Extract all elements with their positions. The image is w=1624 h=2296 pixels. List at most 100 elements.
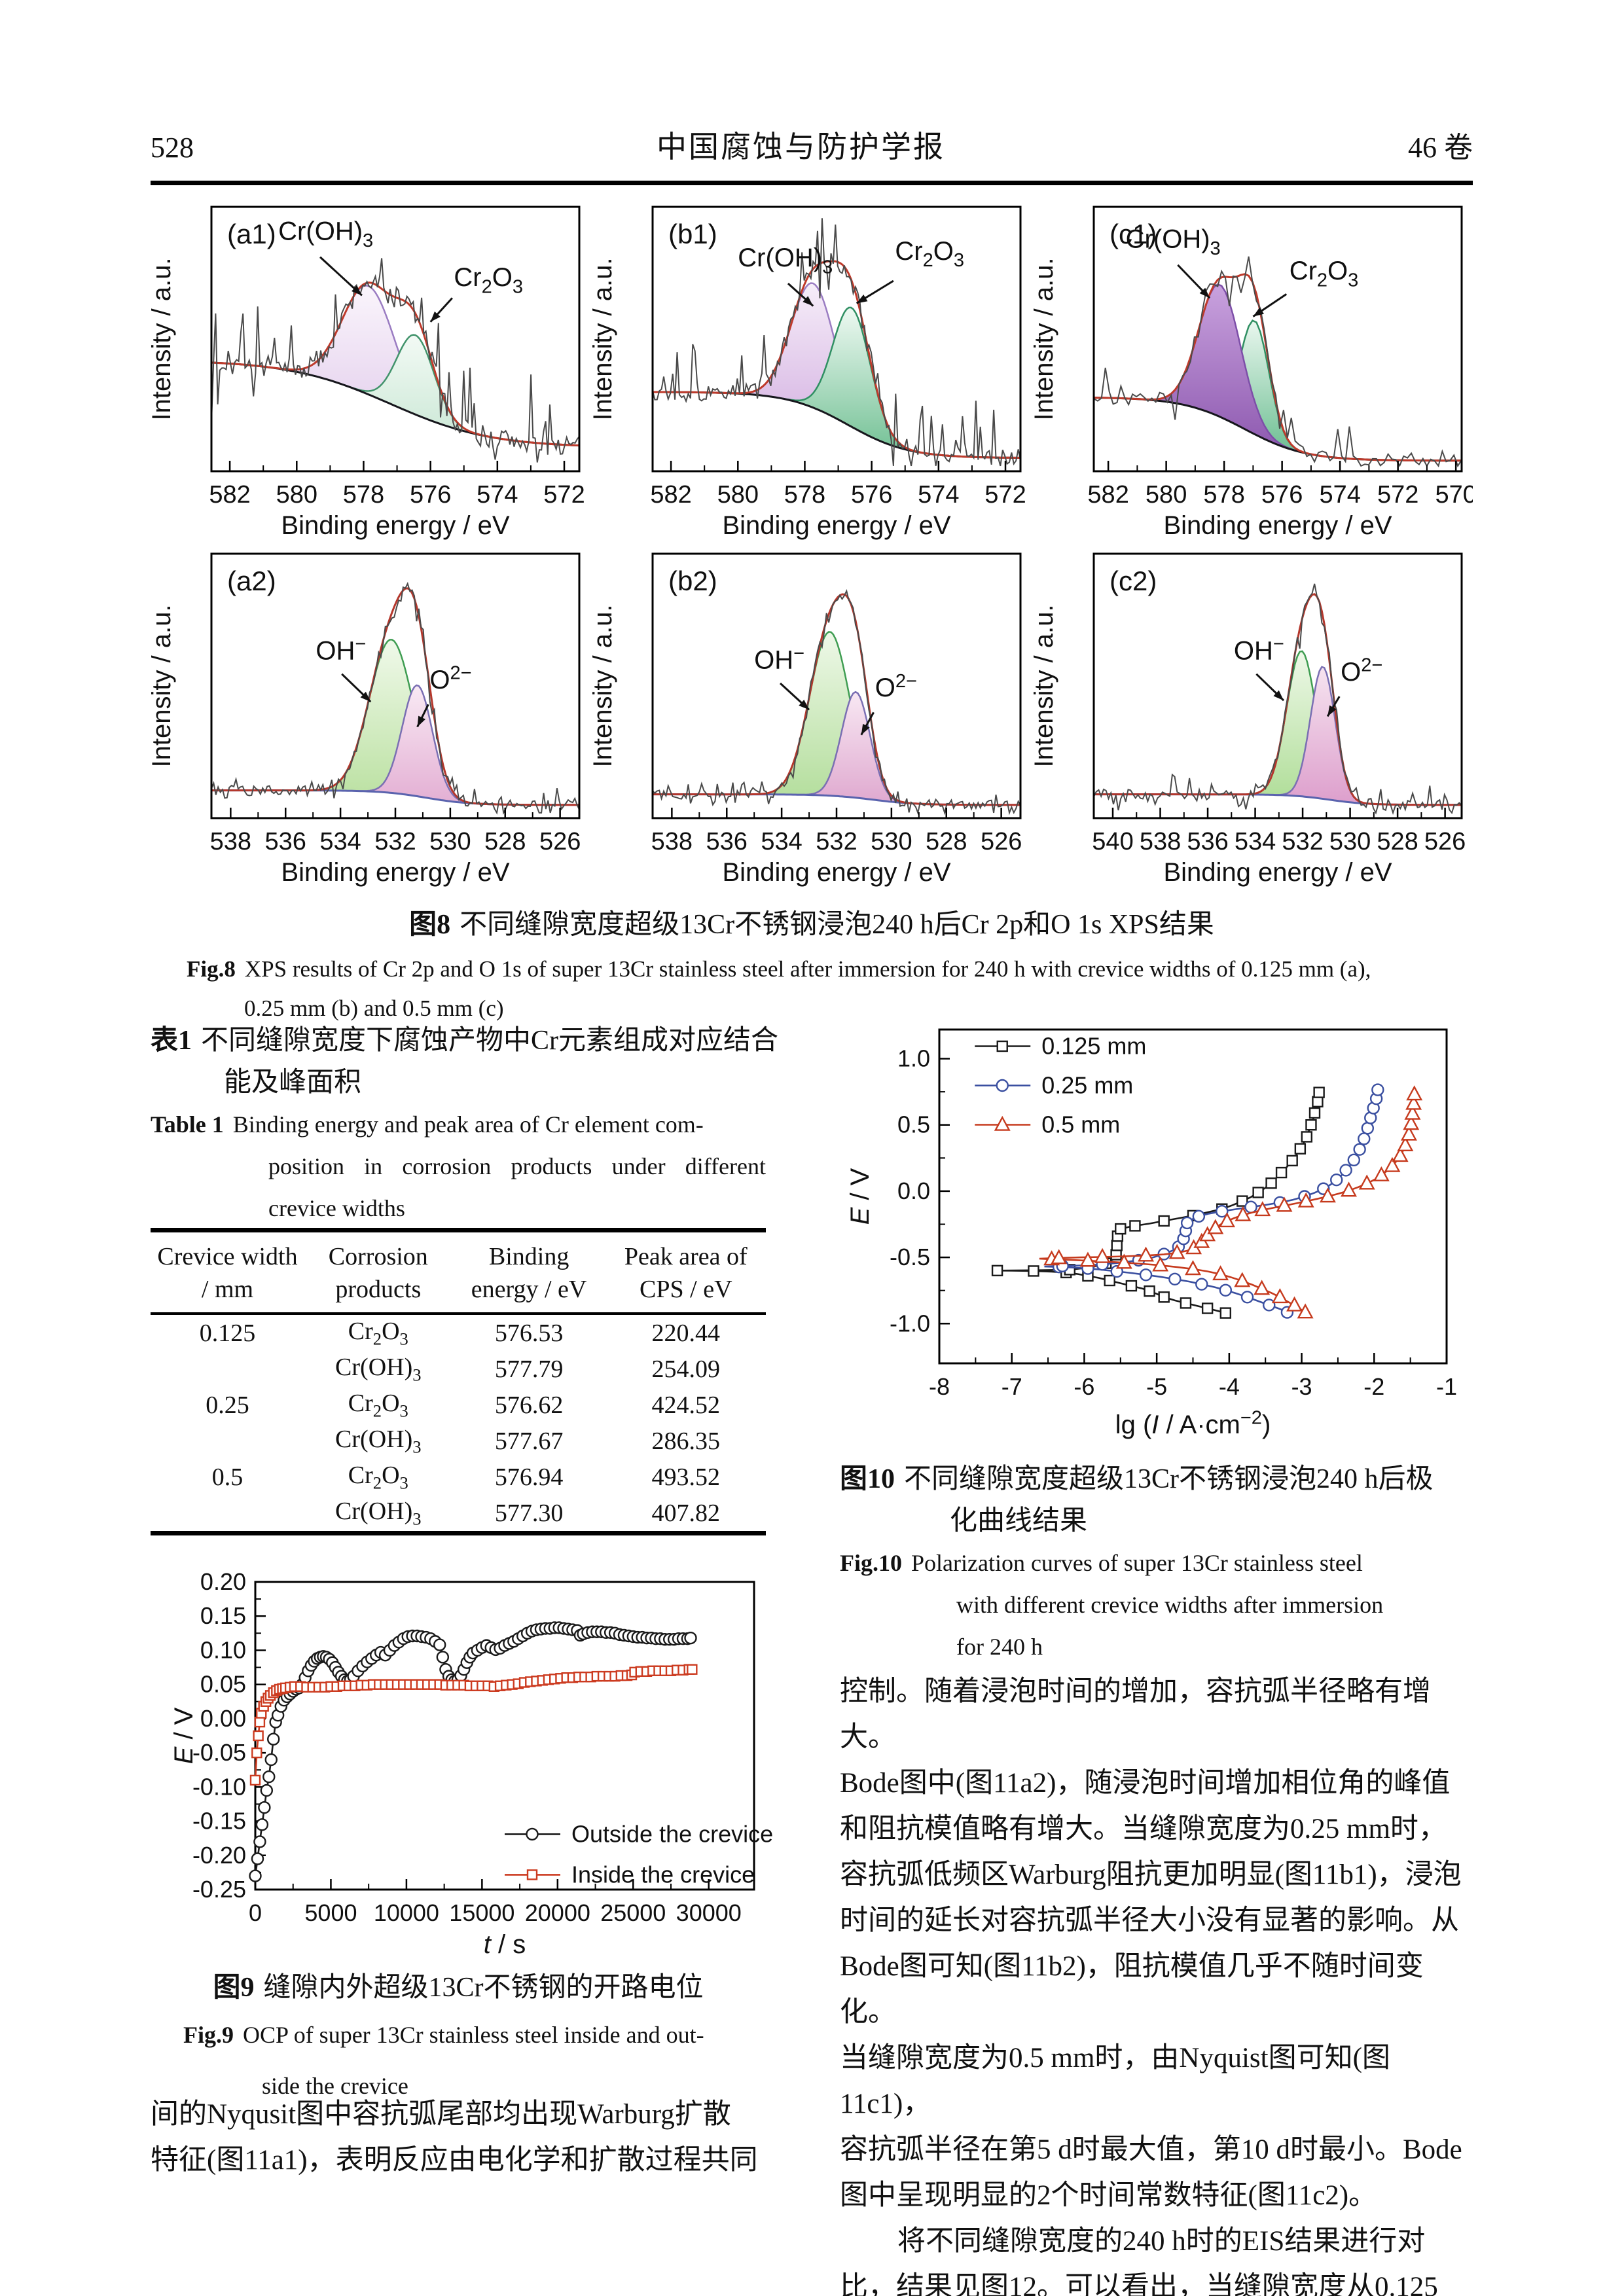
svg-text:Outside the crevice: Outside the crevice — [571, 1820, 773, 1847]
figure8-caption-cn: 图8 不同缝隙宽度超级13Cr不锈钢浸泡240 h后Cr 2p和O 1s XPS结… — [409, 910, 1214, 940]
svg-text:-8: -8 — [929, 1373, 950, 1400]
right-paragraph-1: 控制。随着浸泡时间的增加，容抗弧半径略有增大。 Bode图中(图11a2)，随浸泡… — [840, 1676, 1462, 2211]
svg-text:15000: 15000 — [449, 1899, 514, 1926]
table1-header-row: Crevice width / mm Corrosion products Bind… — [151, 1230, 766, 1315]
svg-text:582: 582 — [1087, 481, 1128, 509]
svg-text:(c2): (c2) — [1110, 565, 1157, 596]
figure9-caption-en: Fig.9 OCP of super 13Cr stainless steel i… — [183, 2022, 704, 2048]
table1-header-corrosion-products: Corrosion products — [304, 1230, 452, 1315]
svg-text:580: 580 — [1146, 481, 1187, 509]
svg-text:OH−: OH− — [316, 634, 366, 665]
svg-text:(c1): (c1) — [1110, 219, 1157, 249]
figure8-caption: 图8 不同缝隙宽度超级13Cr不锈钢浸泡240 h后Cr 2p和O 1s XPS结… — [151, 902, 1473, 1022]
svg-text:0.15: 0.15 — [200, 1602, 246, 1629]
svg-text:528: 528 — [926, 828, 967, 855]
svg-text:30000: 30000 — [676, 1899, 742, 1926]
figure10-polarization-chart: -8 -7 -6 -5 -4 -3 -2 -1 -1.0 -0.5 0.0 0.5 1.0 0.125 m… — [840, 1013, 1475, 1448]
svg-text:Binding energy / eV: Binding energy / eV — [722, 858, 950, 887]
fig8-panel-a2: 538 536 534 532 530 528 526 Binding energy / eV… — [147, 545, 590, 891]
svg-text:580: 580 — [276, 481, 317, 509]
svg-text:-5: -5 — [1146, 1373, 1167, 1400]
page-number: 528 — [151, 132, 194, 164]
svg-text:OH−: OH− — [754, 643, 804, 674]
svg-text:578: 578 — [784, 481, 825, 509]
svg-text:0: 0 — [249, 1899, 262, 1926]
table1-row: Cr(OH)3 577.79 254.09 — [335, 1353, 721, 1385]
fig8-panel-c1: 582 580 578 576 574 572 570 Binding energy / eV… — [1030, 198, 1477, 545]
figure10-label-cn: 图10 — [840, 1464, 895, 1494]
svg-text:Cr2O3: Cr2O3 — [1290, 257, 1359, 291]
page-header: 528 中国腐蚀与防护学报 46 卷 — [151, 123, 1473, 166]
svg-text:(a2): (a2) — [227, 565, 276, 596]
svg-text:580: 580 — [717, 481, 759, 509]
svg-text:534: 534 — [761, 828, 802, 855]
svg-text:-3: -3 — [1291, 1373, 1312, 1400]
svg-text:20000: 20000 — [525, 1899, 590, 1926]
svg-text:Cr2O3: Cr2O3 — [454, 263, 523, 297]
svg-text:Binding energy / eV: Binding energy / eV — [281, 858, 509, 887]
table1-row: Cr(OH)3 577.67 286.35 — [335, 1425, 721, 1457]
svg-text:Binding energy / eV: Binding energy / eV — [281, 511, 509, 540]
header-rule — [151, 181, 1473, 185]
table1-header-crevice-width: Crevice width / mm — [151, 1230, 304, 1315]
svg-text:0.10: 0.10 — [200, 1636, 246, 1663]
svg-text:536: 536 — [706, 828, 748, 855]
svg-text:574: 574 — [918, 481, 959, 509]
svg-text:538: 538 — [210, 828, 251, 855]
figure9-caption-cn: 图9 缝隙内外超级13Cr不锈钢的开路电位 — [213, 1973, 704, 2003]
fig10-svg: -8 -7 -6 -5 -4 -3 -2 -1 -1.0 -0.5 0.0 0.5 1.0 0.125 m… — [846, 1028, 1457, 1439]
svg-text:-0.05: -0.05 — [192, 1739, 246, 1766]
fig8-panel-b2: 538 536 534 532 530 528 526 Binding energy / eV… — [588, 545, 1032, 891]
figure8-label-en: Fig.8 — [187, 956, 236, 982]
figure10-caption-en-line3: for 240 h — [956, 1634, 1043, 1660]
svg-text:-0.5: -0.5 — [890, 1244, 930, 1270]
svg-text:0.5 mm: 0.5 mm — [1041, 1111, 1120, 1138]
figure9-ocp-chart: 0 5000 10000 15000 20000 25000 30000 -0.25 -0.20… — [164, 1568, 776, 1968]
svg-text:572: 572 — [543, 481, 585, 509]
svg-text:574: 574 — [477, 481, 518, 509]
svg-text:-0.10: -0.10 — [192, 1773, 246, 1800]
figure10-caption: 图10 不同缝隙宽度超级13Cr不锈钢浸泡240 h后极 化曲线结果 Fig.10… — [840, 1458, 1475, 1668]
volume-label: 46 卷 — [1408, 132, 1473, 164]
svg-text:526: 526 — [539, 828, 581, 855]
svg-text:lg (I / A·cm−2): lg (I / A·cm−2) — [1115, 1408, 1271, 1439]
svg-text:534: 534 — [319, 828, 361, 855]
figure10-caption-en: Fig.10 Polarization curves of super 13Cr … — [840, 1550, 1363, 1576]
fig8-chart-a2: 538 536 534 532 530 528 526 Binding energy / eV… — [147, 552, 581, 887]
svg-text:O2−: O2− — [429, 663, 471, 694]
svg-text:25000: 25000 — [600, 1899, 666, 1926]
figure10-caption-cn-line2: 化曲线结果 — [950, 1506, 1088, 1536]
svg-text:0.00: 0.00 — [200, 1705, 246, 1732]
svg-text:538: 538 — [1140, 828, 1181, 855]
svg-text:530: 530 — [871, 828, 912, 855]
svg-text:532: 532 — [816, 828, 857, 855]
svg-text:526: 526 — [1424, 828, 1466, 855]
svg-text:534: 534 — [1235, 828, 1276, 855]
svg-text:O2−: O2− — [1341, 655, 1382, 687]
svg-text:526: 526 — [981, 828, 1022, 855]
svg-text:576: 576 — [851, 481, 892, 509]
table1-caption-en: Table 1 Binding energy and peak area of C… — [151, 1111, 704, 1138]
svg-text:Cr(OH)3: Cr(OH)3 — [278, 217, 373, 251]
svg-text:-0.25: -0.25 — [192, 1876, 246, 1903]
figure8-label-cn: 图8 — [409, 910, 451, 940]
fig8-panel-b1: 582 580 578 576 574 572 Binding energy / eV Int… — [588, 198, 1032, 545]
figure10-caption-en-line2: with different crevice widths after imme… — [956, 1592, 1384, 1618]
svg-text:528: 528 — [484, 828, 526, 855]
svg-text:-7: -7 — [1001, 1373, 1022, 1400]
table1-header-binding-energy: Binding energy / eV — [452, 1230, 606, 1315]
svg-text:t / s: t / s — [484, 1930, 526, 1959]
svg-text:0.0: 0.0 — [897, 1177, 930, 1204]
svg-text:Intensity / a.u.: Intensity / a.u. — [149, 257, 176, 420]
table1-caption-cn: 表1 不同缝隙宽度下腐蚀产物中Cr元素组成对应结合 — [151, 1026, 779, 1056]
svg-text:E / V: E / V — [170, 1707, 198, 1764]
svg-text:-1: -1 — [1436, 1373, 1457, 1400]
table1-label-cn: 表1 — [151, 1026, 192, 1056]
svg-text:Cr(OH)3: Cr(OH)3 — [1126, 225, 1221, 259]
fig8-panel-c2: 540 538 536 534 532 530 528 526 Binding energy /… — [1030, 545, 1473, 891]
svg-text:572: 572 — [1377, 481, 1418, 509]
journal-title: 中国腐蚀与防护学报 — [657, 130, 945, 164]
svg-text:-1.0: -1.0 — [890, 1310, 930, 1336]
svg-text:-0.15: -0.15 — [192, 1808, 246, 1835]
figure9-label-en: Fig.9 — [183, 2022, 234, 2048]
